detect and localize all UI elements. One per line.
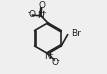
Text: N: N — [45, 52, 51, 61]
Text: -: - — [28, 9, 31, 18]
Text: O: O — [51, 58, 58, 67]
Text: N: N — [38, 11, 44, 20]
Text: -: - — [56, 56, 59, 65]
Text: +: + — [48, 52, 54, 58]
Text: O: O — [28, 10, 35, 19]
Text: Br: Br — [71, 29, 81, 38]
Text: +: + — [40, 10, 46, 16]
Text: O: O — [38, 1, 45, 10]
